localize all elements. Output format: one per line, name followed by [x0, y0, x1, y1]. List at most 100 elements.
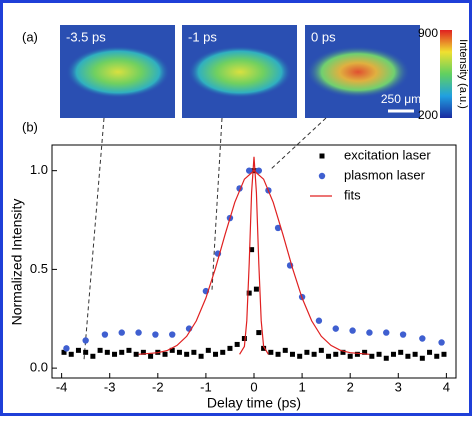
- point: [282, 347, 288, 353]
- point: [362, 349, 368, 355]
- point: [419, 355, 425, 361]
- legend-marker: [318, 172, 326, 180]
- point: [220, 349, 226, 355]
- point: [82, 337, 89, 344]
- point: [390, 351, 396, 357]
- x-tick-label: 2: [347, 379, 354, 394]
- point: [261, 345, 267, 351]
- point: [438, 339, 445, 346]
- y-tick-label: 0.0: [30, 360, 48, 375]
- point: [427, 349, 433, 355]
- point: [135, 329, 142, 336]
- point: [213, 351, 219, 357]
- point: [369, 353, 375, 359]
- x-tick-label: 1: [298, 379, 305, 394]
- point: [176, 349, 182, 355]
- x-tick-label: 3: [395, 379, 402, 394]
- point: [205, 347, 211, 353]
- colorbar-min: 200: [418, 108, 438, 122]
- point: [227, 345, 233, 351]
- x-tick-label: -1: [200, 379, 212, 394]
- point: [191, 349, 197, 355]
- panel-label: (b): [22, 119, 38, 134]
- point: [148, 353, 154, 359]
- point: [241, 336, 247, 342]
- point: [311, 351, 317, 357]
- connector: [83, 117, 327, 361]
- point: [275, 351, 281, 357]
- point: [304, 349, 310, 355]
- point: [118, 329, 125, 336]
- point: [289, 351, 295, 357]
- colorbar-max: 900: [418, 26, 438, 40]
- point: [332, 325, 339, 332]
- image: [60, 25, 175, 118]
- point: [104, 349, 110, 355]
- point: [133, 351, 139, 357]
- point: [419, 335, 426, 342]
- point: [315, 317, 323, 324]
- legend-label: excitation laser: [344, 147, 431, 162]
- x-tick-label: 4: [443, 379, 450, 394]
- point: [412, 351, 418, 357]
- point: [234, 341, 240, 347]
- point: [326, 353, 332, 359]
- x-tick-label: -2: [152, 379, 164, 394]
- y-tick-label: 1.0: [30, 162, 48, 177]
- point: [61, 349, 67, 355]
- x-tick-label: -4: [56, 379, 68, 394]
- point: [441, 351, 447, 357]
- y-tick-label: 0.5: [30, 261, 48, 276]
- point: [119, 349, 125, 355]
- point: [169, 347, 175, 353]
- point: [434, 353, 440, 359]
- point: [268, 349, 274, 355]
- point: [90, 353, 96, 359]
- point: [83, 349, 89, 355]
- point: [246, 290, 252, 296]
- point: [249, 247, 255, 253]
- point: [68, 351, 74, 357]
- point: [75, 347, 81, 353]
- point: [405, 353, 411, 359]
- point: [398, 349, 404, 355]
- point: [274, 224, 282, 232]
- scale-bar-label: 250 μm: [381, 92, 421, 106]
- x-axis-label: Delay time (ps): [207, 395, 301, 411]
- point: [140, 349, 146, 355]
- point: [126, 347, 132, 353]
- image: [182, 25, 297, 118]
- point: [184, 351, 190, 357]
- point: [162, 351, 168, 357]
- fit-line: [138, 156, 370, 355]
- point: [347, 353, 353, 359]
- point: [318, 347, 324, 353]
- legend-label: fits: [344, 187, 361, 202]
- point: [349, 327, 356, 334]
- panel-label: (a): [22, 29, 38, 44]
- point: [354, 351, 360, 357]
- point: [255, 167, 263, 174]
- legend-label: plasmon laser: [344, 167, 426, 182]
- image: [305, 25, 420, 118]
- colorbar-label: Intensity (a.u.): [457, 39, 469, 109]
- point: [198, 353, 204, 359]
- point: [383, 329, 390, 336]
- point: [366, 329, 373, 336]
- image-label: -3.5 ps: [66, 29, 106, 44]
- point: [245, 167, 253, 174]
- point: [97, 347, 103, 353]
- x-tick-label: 0: [250, 379, 257, 394]
- image-label: -1 ps: [188, 29, 217, 44]
- x-tick-label: -3: [104, 379, 116, 394]
- point: [383, 355, 389, 361]
- y-axis-label: Normalized Intensity: [9, 199, 25, 326]
- point: [169, 331, 176, 338]
- point: [256, 330, 262, 336]
- colorbar: [440, 30, 452, 118]
- point: [63, 345, 70, 352]
- point: [112, 351, 118, 357]
- point: [340, 349, 346, 355]
